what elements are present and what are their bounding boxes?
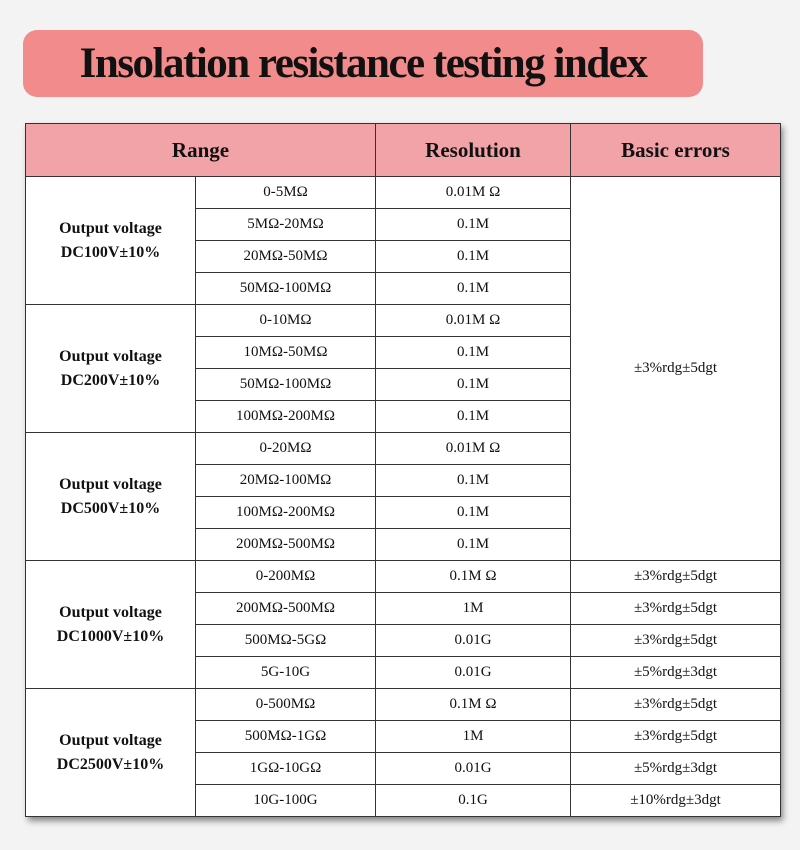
range-cell: 20MΩ-100MΩ (194, 464, 377, 497)
range-cell: 10MΩ-50MΩ (194, 336, 377, 369)
merged-error-cell: ±3%rdg±5dgt (570, 176, 782, 561)
error-cell: ±3%rdg±5dgt (570, 688, 782, 721)
range-cell: 5G-10G (194, 656, 377, 689)
resolution-cell: 0.1M (375, 240, 572, 273)
range-cell: 5MΩ-20MΩ (194, 208, 377, 241)
voltage-group-label: Output voltage DC2500V±10% (25, 688, 196, 817)
table-row: Output voltage DC1000V±10% 0-200MΩ 0.1M Ω… (25, 560, 782, 689)
range-cell: 50MΩ-100MΩ (194, 272, 377, 305)
voltage-group-label: Output voltage DC200V±10% (25, 304, 196, 433)
error-cell: ±3%rdg±5dgt (570, 624, 782, 657)
error-cell: ±5%rdg±3dgt (570, 752, 782, 785)
resolution-cell: 0.1M (375, 400, 572, 433)
table-row: Output voltage DC100V±10% 0-5MΩ 0.01M Ω ±… (25, 176, 782, 561)
voltage-group-label: Output voltage DC500V±10% (25, 432, 196, 561)
table-row: Output voltage DC500V±10% 0-20MΩ 0.01M Ω (25, 432, 781, 561)
table-row: Output voltage DC2500V±10% 0-500MΩ 0.1M Ω… (25, 688, 782, 817)
range-cell: 20MΩ-50MΩ (194, 240, 377, 273)
voltage-group-label: Output voltage DC1000V±10% (25, 560, 196, 689)
range-cell: 200MΩ-500MΩ (194, 528, 377, 561)
range-cell: 50MΩ-100MΩ (194, 368, 377, 401)
title-banner: Insolation resistance testing index (23, 30, 703, 97)
range-cell: 100MΩ-200MΩ (194, 496, 377, 529)
table-row: 100MΩ-200MΩ 0.1M (26, 400, 781, 433)
error-cell: ±5%rdg±3dgt (570, 656, 782, 689)
resolution-cell: 0.1M (375, 272, 572, 305)
error-cell: ±3%rdg±5dgt (570, 560, 782, 593)
range-cell: 200MΩ-500MΩ (194, 592, 377, 625)
spec-table: Range Resolution Basic errors Output vol… (24, 123, 782, 817)
table-row: 100MΩ-200MΩ 0.1M (26, 496, 781, 529)
resolution-cell: 1M (375, 592, 572, 625)
resolution-cell: 0.1M (375, 464, 572, 497)
resolution-cell: 0.1M (375, 496, 572, 529)
resolution-cell: 0.1M (375, 336, 572, 369)
table-row: 1GΩ-10GΩ 0.01G ±5%rdg±3dgt (26, 752, 782, 785)
table-row: 5MΩ-20MΩ 0.1M (26, 208, 781, 241)
error-cell: ±3%rdg±5dgt (570, 720, 782, 753)
resolution-cell: 0.01G (375, 752, 572, 785)
header-row: Range Resolution Basic errors (24, 123, 782, 177)
range-cell: 1GΩ-10GΩ (194, 752, 377, 785)
table-row: 200MΩ-500MΩ 1M ±3%rdg±5dgt (26, 592, 782, 625)
table-row: 20MΩ-100MΩ 0.1M (26, 464, 781, 497)
range-cell: 0-5MΩ (194, 176, 377, 209)
resolution-cell: 0.1G (375, 784, 572, 817)
resolution-cell: 0.01M Ω (375, 304, 572, 337)
resolution-cell: 0.01G (375, 624, 572, 657)
resolution-cell: 0.01M Ω (375, 176, 572, 209)
table-row: 500MΩ-5GΩ 0.01G ±3%rdg±5dgt (26, 624, 782, 657)
range-cell: 0-10MΩ (194, 304, 377, 337)
range-cell: 500MΩ-5GΩ (194, 624, 377, 657)
range-cell: 10G-100G (194, 784, 377, 817)
resolution-cell: 0.01M Ω (375, 432, 572, 465)
resolution-cell: 0.1M (375, 528, 572, 561)
header-basic-errors: Basic errors (570, 123, 782, 177)
table-row: 50MΩ-100MΩ 0.1M (26, 272, 781, 305)
resolution-cell: 0.1M (375, 208, 572, 241)
table-row: 5G-10G 0.01G ±5%rdg±3dgt (26, 656, 782, 689)
range-cell: 0-200MΩ (194, 560, 377, 593)
header-resolution: Resolution (375, 123, 572, 177)
table-row: 10G-100G 0.1G ±10%rdg±3dgt (26, 784, 782, 817)
range-cell: 0-20MΩ (194, 432, 377, 465)
range-cell: 100MΩ-200MΩ (194, 400, 377, 433)
range-cell: 500MΩ-1GΩ (194, 720, 377, 753)
resolution-cell: 0.1M Ω (375, 688, 572, 721)
table-row: 500MΩ-1GΩ 1M ±3%rdg±5dgt (26, 720, 782, 753)
resolution-cell: 1M (375, 720, 572, 753)
resolution-cell: 0.1M Ω (375, 560, 572, 593)
error-cell: ±3%rdg±5dgt (570, 592, 782, 625)
page-title: Insolation resistance testing index (79, 40, 648, 87)
table-row: 10MΩ-50MΩ 0.1M (26, 336, 781, 369)
voltage-group-label: Output voltage DC100V±10% (25, 176, 196, 305)
table-row: 20MΩ-50MΩ 0.1M (26, 240, 781, 273)
resolution-cell: 0.01G (375, 656, 572, 689)
header-range: Range (24, 123, 377, 177)
spec-table-container: Range Resolution Basic errors Output vol… (24, 123, 782, 817)
range-cell: 0-500MΩ (194, 688, 377, 721)
error-cell: ±10%rdg±3dgt (570, 784, 782, 817)
resolution-cell: 0.1M (375, 368, 572, 401)
